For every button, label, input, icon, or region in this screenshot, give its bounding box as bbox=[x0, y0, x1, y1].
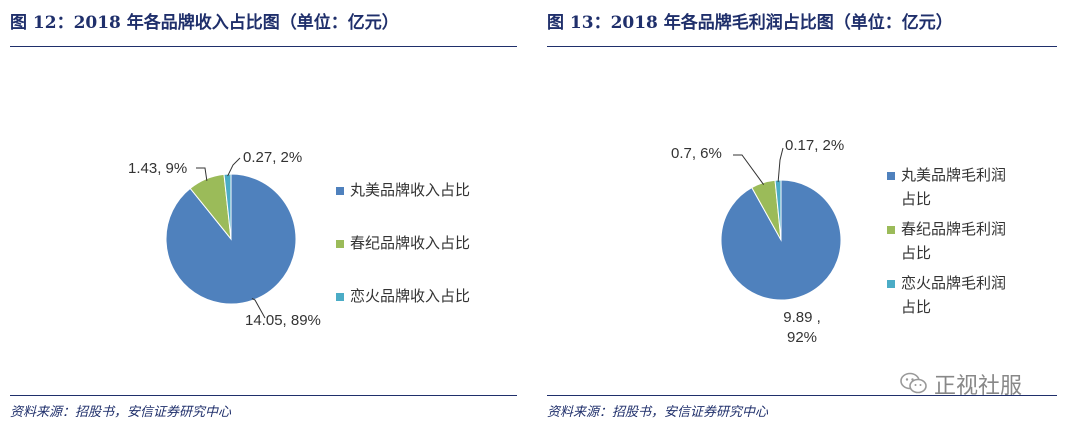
pie1-legend-label-1: 春纪品牌收入占比 bbox=[350, 234, 470, 252]
figure-12-title: 图 12：2018 年各品牌收入占比图（单位：亿元） bbox=[10, 13, 399, 33]
pie2-legend-label-1: 占比 bbox=[901, 244, 931, 262]
pie1-legend-label-2: 恋火品牌收入占比 bbox=[350, 287, 470, 305]
pie1-data-label-2: 0.27, 2% bbox=[243, 149, 302, 166]
pie2-data-label-0: 92% bbox=[787, 329, 817, 346]
pie1-legend-swatch-1 bbox=[336, 240, 344, 248]
pie2-legend-swatch-2 bbox=[887, 280, 895, 288]
pie2-legend-swatch-1 bbox=[887, 226, 895, 234]
pie2-legend-label-2: 恋火品牌毛利润 bbox=[901, 274, 1006, 292]
pie2-leader-2 bbox=[777, 147, 784, 183]
figure-13-bottom-rule bbox=[547, 395, 1057, 396]
pie1-leader-2 bbox=[227, 157, 241, 177]
figure-12-top-rule bbox=[10, 46, 517, 47]
pie1-data-label-1: 1.43, 9% bbox=[128, 160, 187, 177]
figure-13-top-rule bbox=[547, 46, 1057, 47]
figure-13-title: 图 13：2018 年各品牌毛利润占比图（单位：亿元） bbox=[547, 13, 953, 33]
figure-12-pie-chart: 14.05, 89% 1.43, 9% 0.27, 2% 丸美品牌收入占比春纪品牌收入… bbox=[128, 149, 470, 329]
pie2-data-label-2: 0.17, 2% bbox=[785, 137, 844, 154]
figure-12-source: 资料来源：招股书，安信证券研究中心 bbox=[10, 405, 232, 420]
pie2-data-label-1: 0.7, 6% bbox=[671, 145, 722, 162]
watermark: 正视社服 bbox=[900, 368, 1050, 399]
pie2-legend-label-1: 春纪品牌毛利润 bbox=[901, 220, 1006, 238]
figure-13-source: 资料来源：招股书，安信证券研究中心 bbox=[547, 405, 769, 420]
pie1-leader-0 bbox=[251, 297, 266, 319]
figure-12-bottom-rule bbox=[10, 395, 517, 396]
pie1-leader-1 bbox=[196, 167, 208, 181]
figure-12-panel: 图 12：2018 年各品牌收入占比图（单位：亿元） 14.05, 89% 1.4… bbox=[0, 0, 527, 430]
figure-13-panel: 图 13：2018 年各品牌毛利润占比图（单位：亿元） 9.89 , 92% 0.7… bbox=[537, 0, 1080, 430]
watermark-text: 正视社服 bbox=[934, 374, 1023, 399]
pie2-data-label-0: 9.89 , bbox=[783, 309, 821, 326]
figure-13-pie-chart: 9.89 ,92%0.7, 6% 0.17, 2%丸美品牌毛利润占比春纪品牌毛利润… bbox=[671, 137, 1006, 346]
pie2-legend-swatch-0 bbox=[887, 172, 895, 180]
pie1-legend-label-0: 丸美品牌收入占比 bbox=[350, 181, 470, 199]
pie2-legend-label-2: 占比 bbox=[901, 298, 931, 316]
pie1-legend-swatch-0 bbox=[336, 187, 344, 195]
pie1-slice-2 bbox=[223, 173, 232, 240]
pie1-data-label-0: 14.05, 89% bbox=[245, 312, 321, 329]
wechat-icon bbox=[900, 372, 927, 394]
pie2-leader-1 bbox=[733, 154, 765, 185]
pie2-legend-label-0: 丸美品牌毛利润 bbox=[901, 166, 1006, 184]
pie1-legend-swatch-2 bbox=[336, 293, 344, 301]
pie2-legend-label-0: 占比 bbox=[901, 190, 931, 208]
